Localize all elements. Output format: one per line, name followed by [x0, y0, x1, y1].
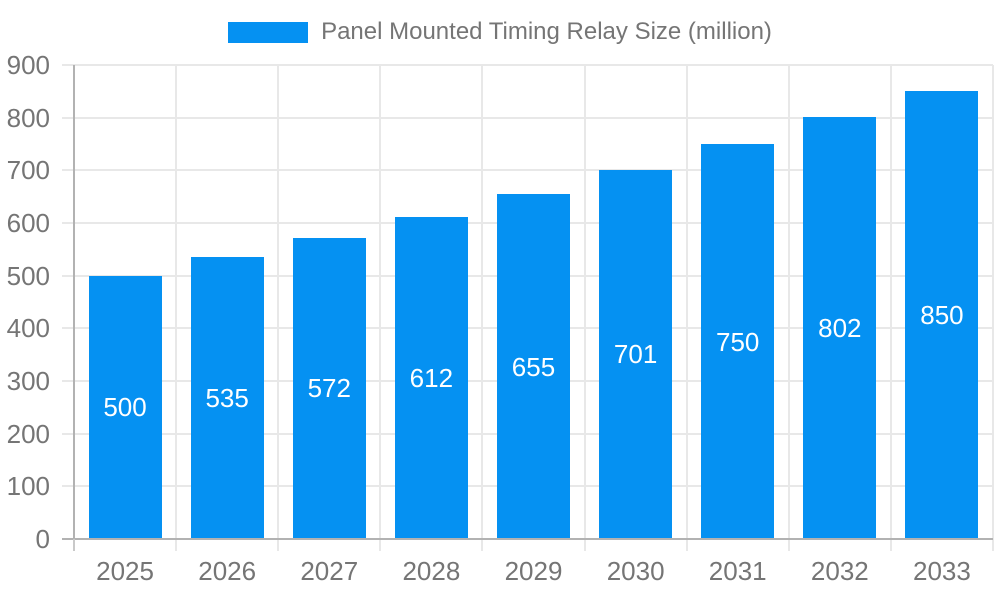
legend: Panel Mounted Timing Relay Size (million… [0, 18, 1000, 46]
x-tick-label-2026: 2026 [198, 556, 257, 586]
gridline-y-900 [62, 64, 993, 66]
bar-2033[interactable]: 850 [905, 91, 979, 539]
legend-swatch[interactable] [228, 21, 309, 43]
x-axis-line [62, 538, 993, 540]
bar-value-label-2026: 535 [205, 383, 249, 414]
bar-2027[interactable]: 572 [292, 237, 366, 539]
gridline-x-8 [889, 65, 892, 551]
bar-value-label-2027: 572 [307, 373, 351, 404]
gridline-x-2 [277, 65, 280, 551]
bar-2031[interactable]: 750 [701, 144, 775, 539]
y-tick-label-900: 900 [6, 50, 50, 80]
x-tick-label-2030: 2030 [606, 556, 665, 586]
y-tick-label-500: 500 [6, 260, 50, 291]
gridline-x-9 [992, 65, 994, 551]
bar-value-label-2028: 612 [409, 362, 454, 393]
legend-title: Panel Mounted Timing Relay Size (million… [321, 18, 772, 45]
gridline-x-7 [787, 65, 790, 551]
gridline-x-1 [175, 65, 178, 551]
bar-2032[interactable]: 802 [803, 116, 877, 539]
y-tick-label-200: 200 [6, 418, 50, 449]
x-tick-label-2028: 2028 [402, 556, 461, 586]
x-tick-label-2032: 2032 [810, 556, 869, 586]
y-tick-label-100: 100 [6, 471, 50, 502]
gridline-y-700 [62, 169, 993, 172]
bar-2028[interactable]: 612 [394, 216, 468, 539]
y-tick-label-300: 300 [6, 366, 50, 396]
x-tick-label-2029: 2029 [504, 556, 563, 586]
bar-2025[interactable]: 500 [88, 275, 162, 539]
x-tick-label-2033: 2033 [913, 556, 971, 586]
bar-2026[interactable]: 535 [190, 257, 264, 539]
bar-2030[interactable]: 701 [599, 169, 673, 539]
bar-value-label-2033: 850 [920, 300, 964, 331]
gridline-x-3 [379, 65, 382, 551]
bar-value-label-2029: 655 [511, 351, 556, 382]
y-axis-bottom-tick [73, 539, 75, 551]
y-tick-label-400: 400 [6, 313, 50, 344]
bar-value-label-2030: 701 [613, 339, 658, 370]
bar-value-label-2031: 750 [716, 326, 760, 357]
y-tick-label-700: 700 [6, 155, 50, 186]
y-axis-line [73, 65, 75, 539]
gridline-x-6 [685, 65, 688, 551]
y-tick-label-0: 0 [35, 524, 50, 554]
gridline-x-4 [481, 65, 484, 551]
x-tick-label-2025: 2025 [96, 556, 154, 586]
y-tick-label-800: 800 [6, 102, 50, 133]
x-tick-label-2031: 2031 [708, 556, 767, 586]
gridline-y-800 [62, 116, 993, 119]
bar-value-label-2025: 500 [103, 392, 147, 423]
plot-area: 500 535 572 612 655 701 750 802 850 [62, 64, 994, 551]
y-tick-label-600: 600 [6, 208, 50, 238]
gridline-x-5 [583, 65, 586, 551]
x-tick-label-2027: 2027 [300, 556, 359, 586]
bar-2029[interactable]: 655 [497, 194, 570, 539]
bar-value-label-2032: 802 [818, 312, 862, 343]
